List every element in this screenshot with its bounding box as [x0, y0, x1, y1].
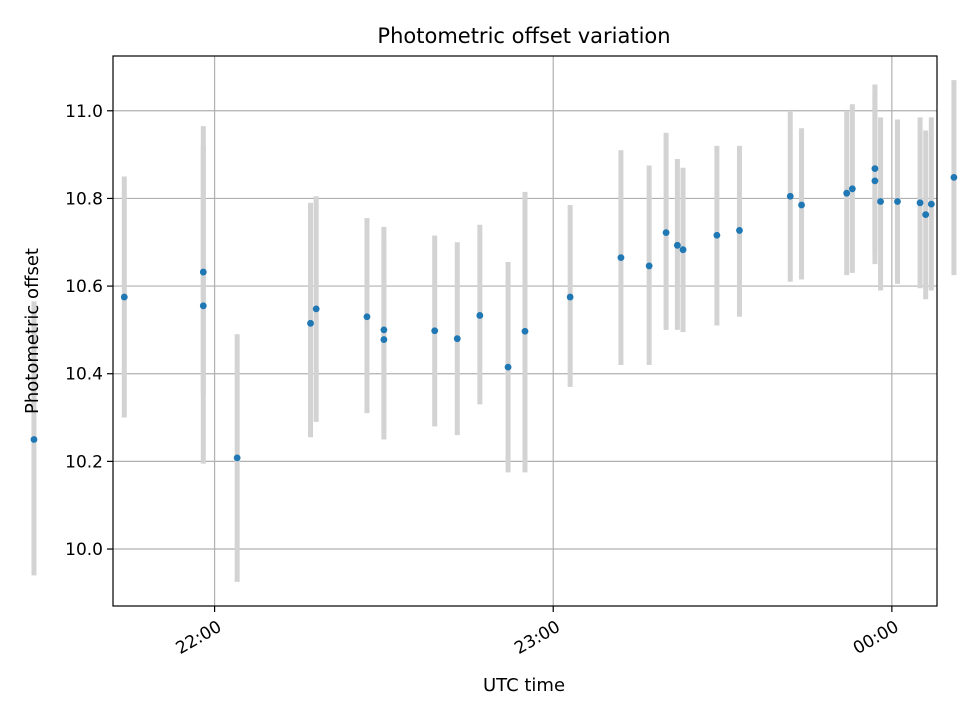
- grid: [113, 56, 937, 606]
- data-point: [617, 254, 625, 261]
- data-point: [662, 229, 670, 237]
- data-point: [894, 198, 901, 205]
- data-points: [30, 165, 958, 462]
- y-tick-label: 10.4: [65, 365, 103, 385]
- data-point: [380, 336, 388, 343]
- plot-frame: [112, 55, 938, 607]
- errorbars: [31, 80, 957, 582]
- data-point: [713, 231, 721, 239]
- data-point: [877, 198, 884, 205]
- data-point: [363, 313, 371, 321]
- data-point: [786, 192, 794, 200]
- data-point: [431, 327, 439, 335]
- data-point: [645, 262, 653, 270]
- y-tick-label: 11.0: [65, 102, 103, 122]
- data-point: [233, 454, 241, 462]
- data-point: [521, 327, 529, 335]
- data-point: [673, 241, 681, 249]
- data-point: [679, 246, 687, 254]
- y-tick-label: 10.6: [65, 277, 103, 297]
- y-tick-label: 10.0: [65, 540, 103, 560]
- data-point: [922, 211, 930, 219]
- x-tick-label: 00:00: [850, 617, 902, 659]
- data-point: [843, 189, 851, 197]
- data-point: [848, 185, 856, 193]
- data-point: [566, 293, 574, 301]
- data-point: [30, 436, 38, 443]
- y-tick-label: 10.8: [65, 189, 103, 209]
- data-point: [307, 319, 314, 327]
- data-point: [199, 302, 207, 310]
- data-point: [871, 177, 879, 185]
- data-point: [927, 200, 935, 208]
- data-point: [798, 201, 805, 209]
- data-point: [199, 268, 207, 276]
- data-point: [453, 335, 461, 343]
- data-point: [736, 227, 743, 234]
- data-point: [916, 199, 924, 207]
- data-point: [504, 363, 512, 371]
- y-axis-label: Photometric offset: [22, 248, 43, 414]
- y-axis-ticks: 10.0 10.2 10.4 10.6 10.8 11.0: [65, 102, 113, 560]
- data-point: [380, 326, 388, 334]
- chart-title: Photometric offset variation: [377, 24, 670, 48]
- data-point: [476, 312, 484, 319]
- x-tick-label: 23:00: [511, 617, 563, 659]
- x-axis-label: UTC time: [483, 675, 565, 696]
- data-point: [312, 305, 320, 313]
- y-tick-label: 10.2: [65, 452, 103, 472]
- data-point: [871, 165, 879, 173]
- data-point: [120, 293, 128, 301]
- data-point: [950, 173, 958, 181]
- x-tick-label: 22:00: [173, 617, 225, 659]
